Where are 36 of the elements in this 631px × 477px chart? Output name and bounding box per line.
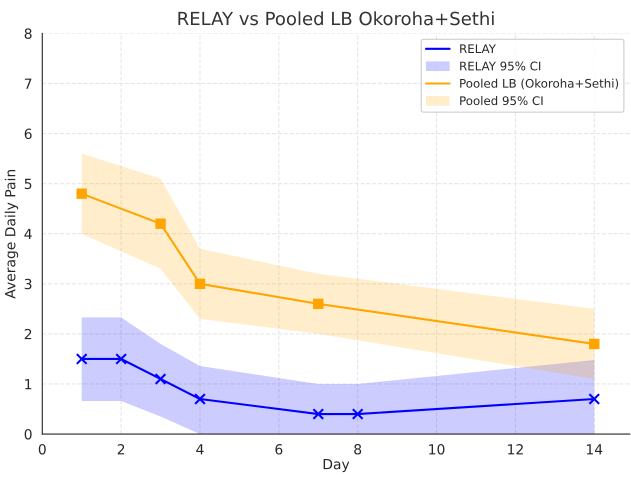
point <box>589 338 600 350</box>
point <box>76 353 88 365</box>
point <box>312 408 324 420</box>
y-tick-label: 1 <box>25 379 32 390</box>
y-tick-label: 6 <box>24 128 32 140</box>
point <box>76 188 87 199</box>
y-tick-label: 0 <box>24 429 32 440</box>
y-tick-label: 7 <box>24 78 32 89</box>
y-tick-label: 5 <box>24 178 32 190</box>
point <box>194 278 206 290</box>
x-tick-label: 2 <box>118 444 124 454</box>
x-tick-label: 14 <box>586 444 602 454</box>
legend-label: RELAY <box>460 44 496 53</box>
point <box>115 353 128 365</box>
x-tick-label: 8 <box>354 444 362 455</box>
x-tick-label: 12 <box>508 444 523 454</box>
y-tick-label: 8 <box>24 28 32 39</box>
x-axis-title: Day <box>324 459 350 472</box>
annotation: RELAY 95% CI <box>460 62 540 70</box>
y-tick-label: 3 <box>24 278 32 290</box>
x-tick-label: 6 <box>275 444 282 455</box>
y-axis-title: Average Daily Pain <box>4 170 18 299</box>
legend-label: Pooled LB (Okoroha+Sethi) <box>460 78 618 90</box>
x-tick-label: 0 <box>38 444 46 455</box>
point <box>155 218 166 229</box>
point <box>313 298 324 310</box>
point <box>352 408 364 420</box>
point <box>588 393 600 405</box>
chart-title: RELAY vs Pooled LB Okoroha+Sethi <box>178 11 494 26</box>
x-tick-label: 4 <box>196 444 204 454</box>
y-tick-label: 2 <box>24 328 32 340</box>
annotation: Pooled 95% CI <box>460 96 543 106</box>
x-tick-label: 10 <box>429 444 444 455</box>
y-tick-label: 4 <box>24 228 32 240</box>
point <box>154 373 166 385</box>
point <box>194 393 206 405</box>
